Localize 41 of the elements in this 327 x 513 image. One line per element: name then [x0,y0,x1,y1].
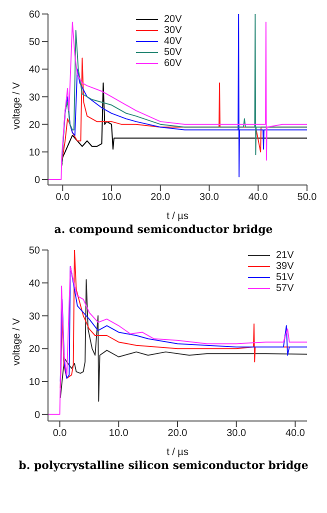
line-series [60,279,307,402]
legend-label: 30V [164,25,182,36]
x-tick-label: 20.0 [168,428,188,440]
x-tick-label: 10.0 [108,428,129,440]
y-tick-label: 10 [28,147,40,158]
y-tick-label: 50 [28,246,40,257]
x-tick-label: 30.0 [200,192,220,204]
line-series [61,82,307,166]
legend-label: 51V [276,272,294,283]
x-tick-label: 40.0 [248,192,268,204]
x-tick-label: 0.0 [52,428,68,440]
y-tick-label: 30 [28,92,40,104]
y-tick-label: 50 [28,37,40,48]
x-axis-title: t / µs [166,447,188,458]
x-tick-label: 20.0 [150,192,171,204]
y-tick-label: 40 [28,278,40,290]
x-tick-label: 30.0 [226,428,247,440]
y-tick-label: 0 [34,175,40,186]
legend-label: 40V [164,36,182,47]
y-tick-label: 30 [28,311,40,322]
y-tick-label: 60 [28,10,40,21]
y-tick-label: 10 [28,377,40,388]
legend-label: 60V [164,58,182,69]
y-tick-label: 0 [34,410,40,421]
legend-label: 21V [276,250,294,261]
legend-label: 39V [276,261,294,272]
y-tick-label: 40 [28,64,40,76]
y-axis-title: voltage / V [12,82,23,130]
x-tick-label: 10.0 [102,192,122,204]
legend-label: 50V [164,47,182,58]
text: a. compound semiconductor bridge [53,223,274,236]
text: b. polycrystalline silicon semiconductor bridge [18,459,310,472]
y-tick-label: 20 [28,120,40,131]
y-tick-label: 20 [28,344,40,356]
x-axis-title: t / µs [166,211,188,222]
legend-label: 20V [164,14,182,25]
y-axis-title: voltage / V [12,318,23,366]
x-tick-label: 40.0 [285,428,306,440]
x-tick-label: 50.0 [297,192,318,204]
x-tick-label: 0.0 [56,192,70,204]
legend-label: 57V [276,283,294,294]
